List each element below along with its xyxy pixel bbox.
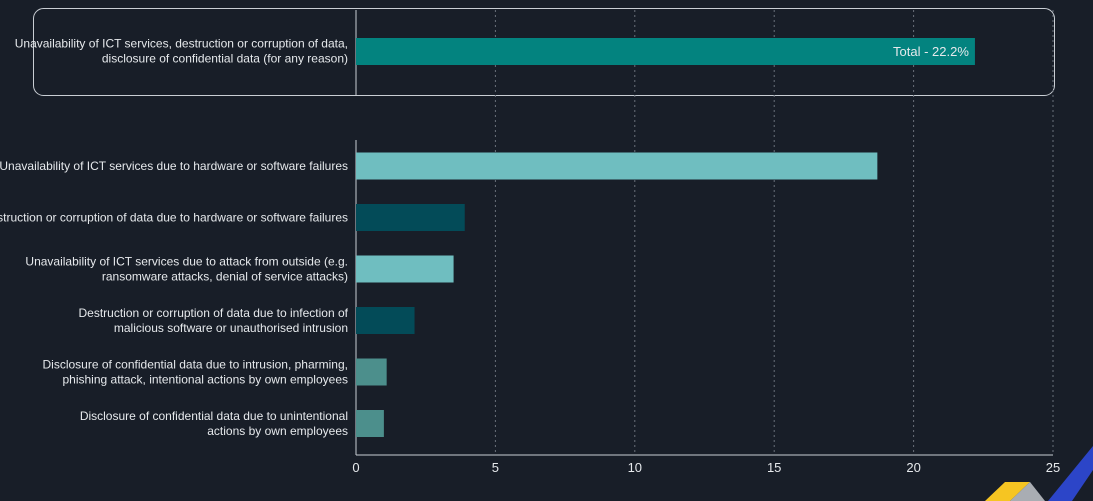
x-tick-label: 10 [628, 460, 642, 475]
category-label: Unavailability of ICT services due to ha… [0, 159, 348, 173]
data-label-total: Total - 22.2% [893, 44, 969, 59]
category-label: Disclosure of confidential data due to i… [42, 358, 348, 372]
total-panel [33, 8, 1055, 96]
category-label: disclosure of confidential data (for any… [102, 52, 348, 66]
x-tick-label: 15 [767, 460, 781, 475]
bar [356, 410, 384, 437]
category-label: malicious software or unauthorised intru… [114, 321, 348, 335]
category-label: ransomware attacks, denial of service at… [102, 270, 348, 284]
category-label: Destruction or corruption of data due to… [0, 211, 348, 225]
x-tick-label: 5 [492, 460, 499, 475]
category-label: phishing attack, intentional actions by … [62, 373, 348, 387]
bar [356, 152, 878, 180]
bar-total [356, 38, 975, 65]
x-tick-label: 0 [352, 460, 359, 475]
category-label: Disclosure of confidential data due to u… [80, 409, 348, 423]
bar [356, 255, 454, 283]
brand-logo [985, 446, 1093, 501]
bar [356, 358, 387, 386]
x-tick-label: 20 [906, 460, 920, 475]
bar [356, 204, 465, 231]
category-label: actions by own employees [207, 424, 348, 438]
category-label: Unavailability of ICT services due to at… [25, 255, 348, 269]
category-label: Destruction or corruption of data due to… [79, 306, 349, 320]
category-label: Unavailability of ICT services, destruct… [15, 37, 348, 51]
bar [356, 307, 415, 334]
x-tick-label: 25 [1046, 460, 1060, 475]
